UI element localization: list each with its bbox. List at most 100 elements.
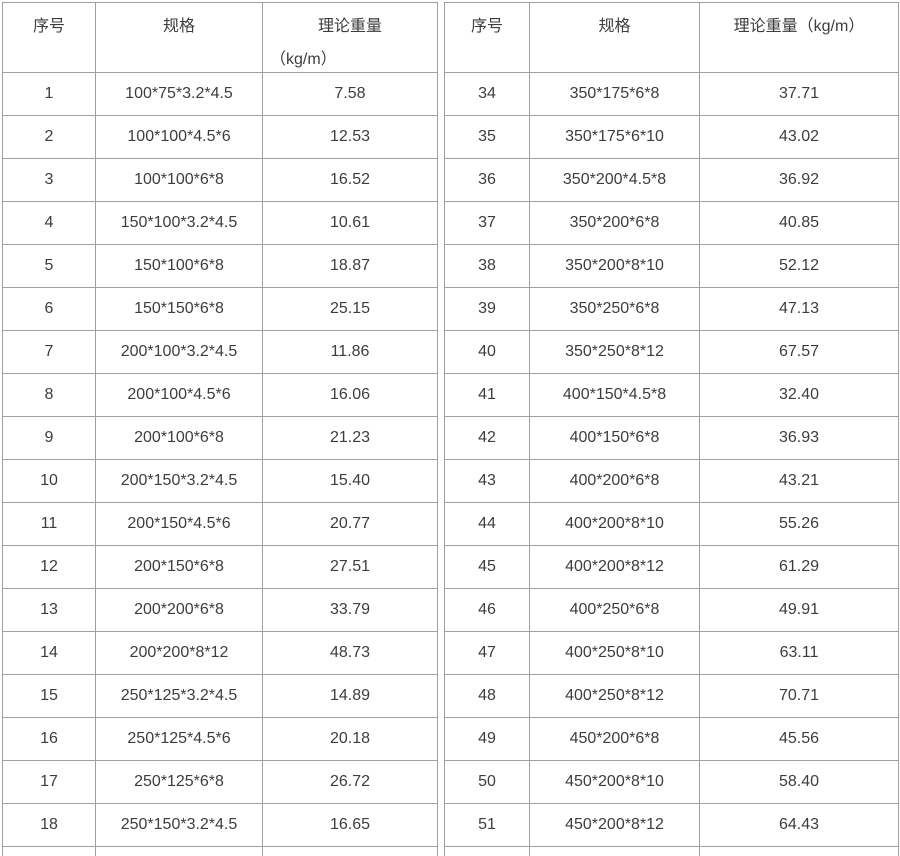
table-row: 17 250*125*6*8 26.72: [2, 760, 438, 804]
table-row: 11 200*150*4.5*6 20.77: [2, 502, 438, 546]
cell-theoretical-weight: 37.71: [699, 72, 899, 116]
cell-theoretical-weight: 64.43: [699, 803, 899, 847]
table-row: 36 350*200*4.5*8 36.92: [444, 158, 899, 202]
cell-serial-number: 47: [444, 631, 530, 675]
table-row: 4 150*100*3.2*4.5 10.61: [2, 201, 438, 245]
cell-specification: 450*200*8*10: [529, 760, 700, 804]
table-row: 46 400*250*6*8 49.91: [444, 588, 899, 632]
table-row: 9 200*100*6*8 21.23: [2, 416, 438, 460]
cell-specification: 450*200*8*12: [529, 803, 700, 847]
cell-theoretical-weight: 16.52: [262, 158, 438, 202]
cell-theoretical-weight: 11.86: [262, 330, 438, 374]
cell-serial-number: 34: [444, 72, 530, 116]
table-row: 51 450*200*8*12 64.43: [444, 803, 899, 847]
cell-serial-number: 39: [444, 287, 530, 331]
header-theoretical-weight: 理论重量 （kg/m）: [262, 2, 438, 73]
cell-specification: 350*200*4.5*8: [529, 158, 700, 202]
cell-serial-number: 46: [444, 588, 530, 632]
cell-serial-number: 18: [2, 803, 96, 847]
cell-theoretical-weight: 48.73: [262, 631, 438, 675]
cell-theoretical-weight: 20.77: [262, 502, 438, 546]
right-table-body: 34 350*175*6*8 37.71 35 350*175*6*10 43.02 36 3…: [444, 72, 899, 856]
left-table-body: 1 100*75*3.2*4.5 7.58 2 100*100*4.5*6 12.53 3 1…: [2, 72, 438, 856]
cell-specification: 100*100*6*8: [95, 158, 263, 202]
cell-theoretical-weight: 26.72: [262, 760, 438, 804]
cell-specification: 200*100*4.5*6: [95, 373, 263, 417]
table-row: 43 400*200*6*8 43.21: [444, 459, 899, 503]
cell-theoretical-weight: 21.23: [262, 416, 438, 460]
header-specification: 规格: [529, 2, 700, 73]
cell-serial-number: 35: [444, 115, 530, 159]
cell-specification: 150*150*6*8: [95, 287, 263, 331]
cell-specification: 200*200*8*12: [95, 631, 263, 675]
cell-specification: 400*250*8*10: [529, 631, 700, 675]
cell-theoretical-weight: 40.85: [699, 201, 899, 245]
cell-theoretical-weight: 15.40: [262, 459, 438, 503]
cell-specification: 250*125*3.2*4.5: [95, 674, 263, 718]
cell-serial-number: 50: [444, 760, 530, 804]
cell-specification: 150*100*6*8: [95, 244, 263, 288]
table-row: 37 350*200*6*8 40.85: [444, 201, 899, 245]
cell-theoretical-weight: 10.61: [262, 201, 438, 245]
table-row: 14 200*200*8*12 48.73: [2, 631, 438, 675]
table-row: 1 100*75*3.2*4.5 7.58: [2, 72, 438, 116]
cell-specification: 450*200*6*8: [529, 717, 700, 761]
table-row: 49 450*200*6*8 45.56: [444, 717, 899, 761]
header-row: 序号 规格 理论重量（kg/m）: [444, 2, 899, 73]
cell-serial-number: 48: [444, 674, 530, 718]
cell-specification: 100*75*3.2*4.5: [95, 72, 263, 116]
table-row: 41 400*150*4.5*8 32.40: [444, 373, 899, 417]
cell-theoretical-weight: 36.93: [699, 416, 899, 460]
cell-theoretical-weight: 63.11: [699, 631, 899, 675]
cell-serial-number: 49: [444, 717, 530, 761]
cell-theoretical-weight: [699, 846, 899, 856]
header-weight-unit: （kg/m）: [270, 51, 337, 68]
cell-theoretical-weight: [262, 846, 438, 856]
cell-theoretical-weight: 61.29: [699, 545, 899, 589]
cell-specification: 400*200*6*8: [529, 459, 700, 503]
cell-specification: 400*150*6*8: [529, 416, 700, 460]
table-row: 39 350*250*6*8 47.13: [444, 287, 899, 331]
cell-theoretical-weight: 49.91: [699, 588, 899, 632]
cell-theoretical-weight: 43.21: [699, 459, 899, 503]
cell-serial-number: 42: [444, 416, 530, 460]
cell-theoretical-weight: 7.58: [262, 72, 438, 116]
spec-table-right: 序号 规格 理论重量（kg/m） 34 350*175*6*8 37.71 35 350…: [444, 2, 899, 856]
cell-serial-number: 9: [2, 416, 96, 460]
table-row: 48 400*250*8*12 70.71: [444, 674, 899, 718]
cell-serial-number: 37: [444, 201, 530, 245]
cell-serial-number: 44: [444, 502, 530, 546]
cell-specification: 400*250*8*12: [529, 674, 700, 718]
cell-serial-number: 5: [2, 244, 96, 288]
cell-theoretical-weight: 36.92: [699, 158, 899, 202]
cell-serial-number: 45: [444, 545, 530, 589]
cell-serial-number: [2, 846, 96, 856]
cell-theoretical-weight: 20.18: [262, 717, 438, 761]
cell-serial-number: 8: [2, 373, 96, 417]
cell-theoretical-weight: 45.56: [699, 717, 899, 761]
cell-serial-number: 43: [444, 459, 530, 503]
cell-serial-number: [444, 846, 530, 856]
cell-specification: 250*150*3.2*4.5: [95, 803, 263, 847]
cell-specification: 200*150*4.5*6: [95, 502, 263, 546]
cell-theoretical-weight: 52.12: [699, 244, 899, 288]
cell-specification: 400*150*4.5*8: [529, 373, 700, 417]
cell-specification: 350*175*6*10: [529, 115, 700, 159]
cell-serial-number: 6: [2, 287, 96, 331]
table-row: 3 100*100*6*8 16.52: [2, 158, 438, 202]
cell-serial-number: 36: [444, 158, 530, 202]
cell-theoretical-weight: 67.57: [699, 330, 899, 374]
table-row: 5 150*100*6*8 18.87: [2, 244, 438, 288]
cell-theoretical-weight: 12.53: [262, 115, 438, 159]
cell-serial-number: 41: [444, 373, 530, 417]
cell-specification: 200*200*6*8: [95, 588, 263, 632]
cell-serial-number: 10: [2, 459, 96, 503]
cell-serial-number: 13: [2, 588, 96, 632]
cell-theoretical-weight: 43.02: [699, 115, 899, 159]
table-row: [2, 846, 438, 856]
table-row: 50 450*200*8*10 58.40: [444, 760, 899, 804]
table-row: 40 350*250*8*12 67.57: [444, 330, 899, 374]
table-row: 45 400*200*8*12 61.29: [444, 545, 899, 589]
cell-theoretical-weight: 16.06: [262, 373, 438, 417]
